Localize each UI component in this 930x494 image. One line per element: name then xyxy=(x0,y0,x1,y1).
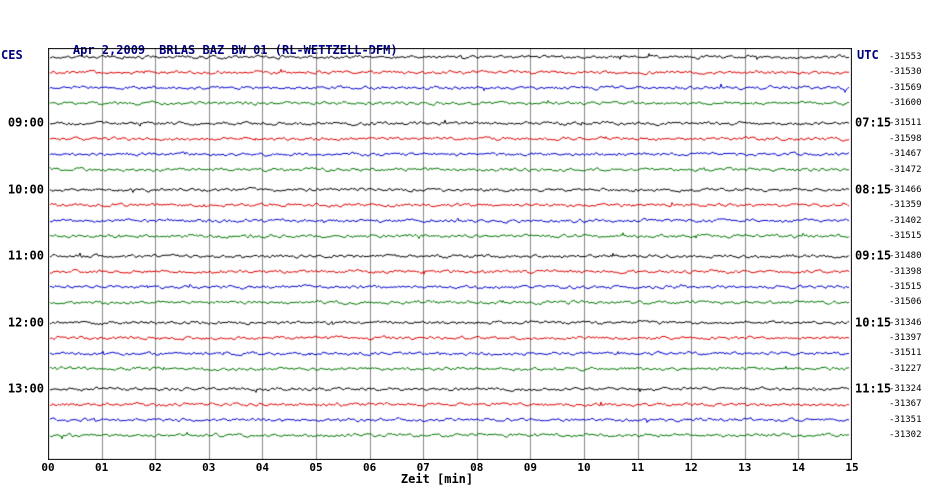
timezone-left-label: CES xyxy=(1,48,23,62)
x-tick-label: 05 xyxy=(309,461,323,474)
left-hour-label: 09:00 xyxy=(7,116,44,131)
x-tick-label: 03 xyxy=(202,461,216,474)
right-hour-label: 08:15 xyxy=(855,182,892,197)
trace-end-value: -31398 xyxy=(889,266,922,277)
trace-end-value: -31569 xyxy=(889,82,922,93)
trace-end-value: -31506 xyxy=(889,297,922,308)
right-hour-label: 09:15 xyxy=(855,248,892,263)
x-tick-label: 15 xyxy=(845,461,859,474)
trace-end-value: -31227 xyxy=(889,363,922,374)
x-tick-label: 08 xyxy=(470,461,484,474)
trace-end-value: -31553 xyxy=(889,51,922,62)
x-tick-label: 02 xyxy=(148,461,162,474)
trace-end-value: -31511 xyxy=(889,348,922,359)
x-tick-label: 07 xyxy=(416,461,430,474)
trace-end-value: -31600 xyxy=(889,97,922,108)
x-tick-label: 11 xyxy=(630,461,645,474)
trace-end-value: -31367 xyxy=(889,399,922,410)
trace-end-value: -31359 xyxy=(889,199,922,210)
trace-end-value: -31480 xyxy=(889,250,922,261)
trace-end-value: -31472 xyxy=(889,164,922,175)
right-hour-label: 11:15 xyxy=(855,381,892,396)
trace-end-value: -31346 xyxy=(889,317,922,328)
x-tick-label: 06 xyxy=(362,461,377,474)
x-tick-label: 01 xyxy=(94,461,109,474)
x-tick-label: 04 xyxy=(255,461,270,474)
trace-end-value: -31402 xyxy=(889,215,922,226)
trace-end-value: -31467 xyxy=(889,148,922,159)
trace-end-value: -31515 xyxy=(889,281,922,292)
x-tick-label: 12 xyxy=(684,461,698,474)
trace-end-value: -31397 xyxy=(889,332,922,343)
trace-end-value: -31466 xyxy=(889,184,922,195)
trace-end-value: -31530 xyxy=(889,67,922,78)
left-hour-label: 13:00 xyxy=(7,381,44,396)
trace-end-value: -31302 xyxy=(889,429,922,440)
x-tick-label: 09 xyxy=(523,461,538,474)
right-hour-label: 10:15 xyxy=(855,315,892,330)
x-tick-label: 13 xyxy=(738,461,752,474)
seismogram-traces-canvas xyxy=(48,48,852,460)
right-hour-label: 07:15 xyxy=(855,116,892,131)
trace-end-value: -31511 xyxy=(889,118,922,129)
trace-end-value: -31515 xyxy=(889,230,922,241)
trace-end-value: -31598 xyxy=(889,133,922,144)
left-hour-label: 10:00 xyxy=(7,182,44,197)
x-tick-label: 10 xyxy=(577,461,591,474)
left-hour-label: 12:00 xyxy=(7,315,44,330)
x-axis-label: Zeit [min] xyxy=(400,472,474,486)
x-tick-label: 00 xyxy=(41,461,55,474)
timezone-right-label: UTC xyxy=(857,48,879,62)
trace-end-value: -31324 xyxy=(889,383,922,394)
x-tick-label: 14 xyxy=(791,461,806,474)
left-hour-label: 11:00 xyxy=(7,248,44,263)
trace-end-value: -31351 xyxy=(889,414,922,425)
